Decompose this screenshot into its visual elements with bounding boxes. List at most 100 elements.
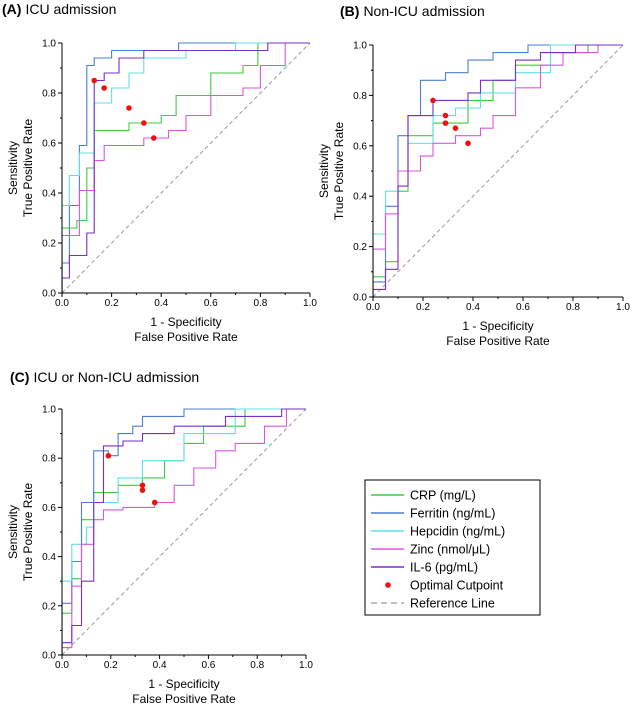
optimal-cutpoint	[105, 452, 112, 459]
legend-swatch	[385, 582, 391, 588]
y-axis-title: Sensitivity	[6, 141, 20, 195]
y-tick-label: 0.8	[42, 454, 56, 465]
x-tick-label: 0.4	[154, 298, 168, 309]
y-tick-label: 0.2	[353, 242, 367, 253]
optimal-cutpoint	[139, 487, 146, 493]
x-axis-title: 1 - Specificity	[148, 677, 219, 691]
x-tick-label: 0.6	[204, 298, 218, 309]
roc-curve-il-6	[62, 408, 306, 655]
x-tick-label: 0.2	[104, 660, 118, 671]
y-tick-label: 0.4	[353, 192, 367, 203]
reference-line	[61, 408, 307, 656]
y-tick-label: 0.2	[42, 239, 56, 250]
optimal-cutpoint	[126, 105, 132, 111]
legend-item: IL-6 (pg/mL)	[371, 561, 478, 575]
panel-letter: (B)	[340, 3, 359, 19]
optimal-cutpoint	[150, 135, 157, 141]
y-tick-label: 1.0	[42, 405, 56, 416]
y-tick-label: 0.4	[42, 552, 56, 563]
legend-label: Ferritin (ng/mL)	[410, 507, 495, 521]
panel-letter: (C)	[10, 369, 29, 385]
roc-panel-a: (A) ICU admission 0.0 0.2 0.4 0.6 0.8 1.0 0.0 0.2…	[2, 1, 317, 344]
y-tick-label: 0.8	[353, 91, 367, 102]
optimal-cutpoint	[151, 499, 158, 506]
legend-label: CRP (mg/L)	[410, 489, 476, 503]
legend-item: Optimal Cutpoint	[385, 579, 504, 593]
optimal-cutpoint	[442, 120, 449, 126]
legend-label: Optimal Cutpoint	[410, 579, 504, 593]
panel-title: (A) ICU admission	[2, 1, 116, 17]
y-tick-label: 0.8	[42, 89, 56, 100]
panel-title-text: ICU or Non-ICU admission	[33, 369, 199, 385]
reference-line	[61, 42, 311, 294]
x-tick-label: 0.4	[466, 302, 480, 313]
x-tick-label: 0.6	[201, 660, 215, 671]
legend-item: CRP (mg/L)	[371, 489, 476, 503]
roc-curve-crp	[62, 42, 310, 293]
legend-label: Hepcidin (ng/mL)	[410, 525, 505, 539]
x-axis-subtitle: False Positive Rate	[134, 330, 238, 344]
panel-title-text: Non-ICU admission	[363, 3, 484, 19]
x-tick-label: 0.0	[55, 298, 69, 309]
y-tick-label: 0.6	[42, 503, 56, 514]
y-axis-subtitle: True Positive Rate	[21, 119, 35, 218]
panel-title: (C) ICU or Non-ICU admission	[10, 369, 199, 385]
reference-line	[372, 44, 624, 298]
legend-label: Zinc (nmol/μL)	[410, 543, 490, 557]
roc-panel-b: (B) Non-ICU admission 0.0 0.2 0.4 0.6 0.8 1.0 0.…	[317, 3, 630, 348]
optimal-cutpoint	[91, 77, 98, 84]
x-tick-label: 0.2	[105, 298, 119, 309]
legend-item: Reference Line	[371, 597, 495, 611]
y-tick-label: 0.2	[42, 601, 56, 612]
y-tick-label: 0.6	[353, 141, 367, 152]
y-tick-label: 0.6	[42, 139, 56, 150]
legend-item: Zinc (nmol/μL)	[371, 543, 490, 557]
panel-title-text: ICU admission	[25, 1, 116, 17]
y-tick-label: 1.0	[42, 39, 56, 50]
roc-curve-hepcidin	[62, 408, 306, 655]
x-axis-title: 1 - Specificity	[150, 315, 221, 329]
y-axis-title: Sensitivity	[6, 505, 20, 559]
optimal-cutpoint	[430, 97, 436, 104]
y-tick-label: 0.0	[353, 293, 367, 304]
x-axis-subtitle: False Positive Rate	[132, 692, 236, 706]
x-tick-label: 1.0	[303, 298, 317, 309]
roc-panel-c: (C) ICU or Non-ICU admission 0.0 0.2 0.4 0.6 0…	[6, 369, 313, 706]
legend: CRP (mg/L) Ferritin (ng/mL) Hepcidin (ng/m…	[364, 479, 541, 616]
optimal-cutpoint	[141, 120, 147, 126]
y-tick-label: 0.4	[42, 189, 56, 200]
roc-curve-il-6	[373, 44, 623, 297]
y-tick-label: 0.0	[42, 289, 56, 300]
x-axis-subtitle: False Positive Rate	[446, 334, 550, 348]
y-axis-subtitle: True Positive Rate	[332, 122, 346, 221]
legend-box	[364, 479, 541, 616]
y-axis-title: Sensitivity	[317, 144, 331, 198]
roc-curve-il-6	[62, 42, 310, 293]
optimal-cutpoint	[465, 140, 471, 147]
legend-item: Ferritin (ng/mL)	[371, 507, 495, 521]
legend-label: IL-6 (pg/mL)	[410, 561, 478, 575]
x-tick-label: 0.8	[250, 660, 264, 671]
x-tick-label: 1.0	[299, 660, 313, 671]
optimal-cutpoint	[101, 85, 107, 91]
y-tick-label: 0.0	[42, 651, 56, 662]
x-tick-label: 0.6	[516, 302, 530, 313]
optimal-cutpoint	[442, 112, 449, 119]
y-axis-subtitle: True Positive Rate	[21, 483, 35, 582]
y-tick-label: 1.0	[353, 41, 367, 52]
legend-label: Reference Line	[410, 597, 495, 611]
x-tick-label: 0.8	[566, 302, 580, 313]
x-tick-label: 0.8	[253, 298, 267, 309]
optimal-cutpoint	[452, 125, 459, 131]
panel-letter: (A)	[2, 1, 21, 17]
x-axis-title: 1 - Specificity	[462, 319, 533, 333]
legend-item: Hepcidin (ng/mL)	[371, 525, 505, 539]
optimal-cutpoint	[139, 482, 146, 489]
x-tick-label: 0.2	[416, 302, 430, 313]
x-tick-label: 0.0	[366, 302, 380, 313]
roc-curve-zinc	[62, 42, 310, 293]
x-tick-label: 0.4	[153, 660, 167, 671]
x-tick-label: 1.0	[616, 302, 630, 313]
x-tick-label: 0.0	[55, 660, 69, 671]
